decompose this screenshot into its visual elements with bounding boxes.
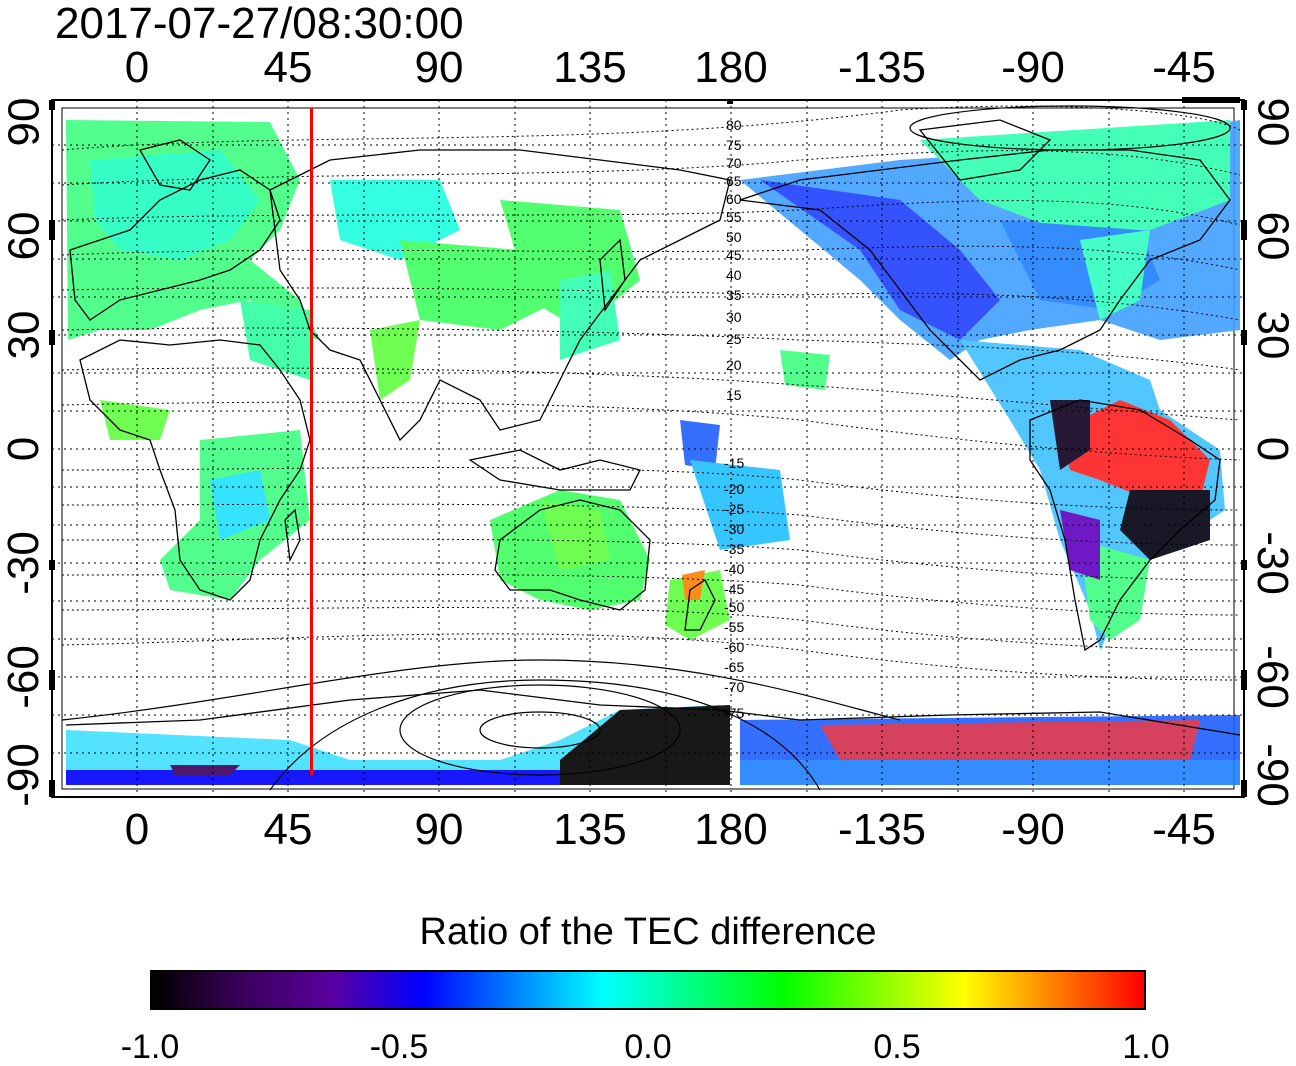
x-top-tick-label: -135 (837, 43, 927, 92)
contour-label: -20 (724, 481, 744, 497)
contour-label: 15 (726, 387, 742, 403)
x-bottom-tick-label: 135 (553, 805, 627, 854)
contour-label: 80 (726, 117, 742, 133)
contour-label: 55 (726, 209, 742, 225)
x-bottom-tick-label: 180 (694, 805, 768, 854)
contour-label: -70 (724, 679, 744, 695)
x-bottom-tick-label: 0 (124, 805, 150, 854)
y-left-tick-label: -30 (0, 531, 48, 595)
contour-label: -40 (724, 561, 744, 577)
contour-label: -30 (724, 521, 744, 537)
contour-label: 35 (726, 287, 742, 303)
x-bottom-tick-label: -135 (837, 805, 927, 854)
contour-label: 45 (726, 247, 742, 263)
colorbar-tick-label: 0.0 (624, 1028, 672, 1066)
x-top-tick-label: 45 (263, 43, 313, 92)
y-left-tick-label: 90 (0, 97, 48, 147)
x-top-tick-label: 135 (553, 43, 627, 92)
contour-label: -50 (724, 599, 744, 615)
y-right-tick-label: -90 (1247, 743, 1296, 807)
y-right-tick-label: 60 (1247, 211, 1296, 261)
y-right-tick-label: -60 (1247, 645, 1296, 709)
y-right-tick-label: 90 (1247, 97, 1296, 147)
contour-label: 40 (726, 267, 742, 283)
y-right-tick-label: -30 (1247, 531, 1296, 595)
contour-label: 30 (726, 309, 742, 325)
x-top-tick-label: 0 (124, 43, 150, 92)
coordinate-grid (52, 100, 1244, 797)
x-top-tick-label: -45 (1152, 43, 1216, 92)
magnetic-pole-contours (61, 105, 1231, 791)
x-top-tick-label: 180 (694, 43, 768, 92)
y-left-tick-label: -90 (0, 743, 48, 807)
coastlines (65, 119, 1241, 736)
x-top-tick-label: 90 (414, 43, 464, 92)
x-bottom-tick-label: 45 (263, 805, 313, 854)
map-title: 2017-07-27/08:30:00 (55, 0, 464, 48)
frame-ticks (49, 97, 1247, 797)
colorbar-tick-label: 1.0 (1122, 1028, 1170, 1066)
colorbar-tick-label: 0.5 (873, 1028, 921, 1066)
contour-label: 25 (726, 331, 742, 347)
x-top-tick-label: -90 (1001, 43, 1065, 92)
x-bottom-tick-label: -45 (1152, 805, 1216, 854)
colorbar (150, 970, 1146, 1010)
contour-label: 65 (726, 173, 742, 189)
contour-labels-south: -15 -20 -25 -30 -35 -40 -45 -50 -55 -60 -65 -70 -75 (724, 455, 744, 721)
contour-label: -60 (724, 639, 744, 655)
colorbar-title: Ratio of the TEC difference (419, 911, 877, 953)
contour-label: 50 (726, 229, 742, 245)
y-right-tick-label: 30 (1247, 310, 1296, 360)
y-left-tick-label: 0 (0, 436, 49, 462)
contour-label: -75 (724, 705, 744, 721)
contour-label: -45 (724, 581, 744, 597)
contour-label: -25 (724, 501, 744, 517)
colorbar-tick-label: -1.0 (120, 1028, 180, 1066)
contour-label: -35 (724, 541, 744, 557)
contour-labels-north: 80 75 70 65 60 55 50 45 40 35 30 25 20 15 (726, 117, 742, 403)
y-right-tick-label: 0 (1248, 436, 1296, 462)
contour-label: -55 (724, 619, 744, 635)
contour-label: 20 (726, 357, 742, 373)
y-left-tick-label: -60 (0, 645, 48, 709)
y-left-tick-label: 60 (0, 211, 48, 261)
x-bottom-tick-label: -90 (1001, 805, 1065, 854)
contour-label: 75 (726, 137, 742, 153)
x-bottom-tick-label: 90 (414, 805, 464, 854)
colorbar-tick-label: -0.5 (369, 1028, 429, 1066)
contour-label: 70 (726, 155, 742, 171)
contour-label: -65 (724, 659, 744, 675)
y-left-tick-label: 30 (0, 310, 48, 360)
contour-label: -15 (724, 455, 744, 471)
contour-label: 60 (726, 191, 742, 207)
